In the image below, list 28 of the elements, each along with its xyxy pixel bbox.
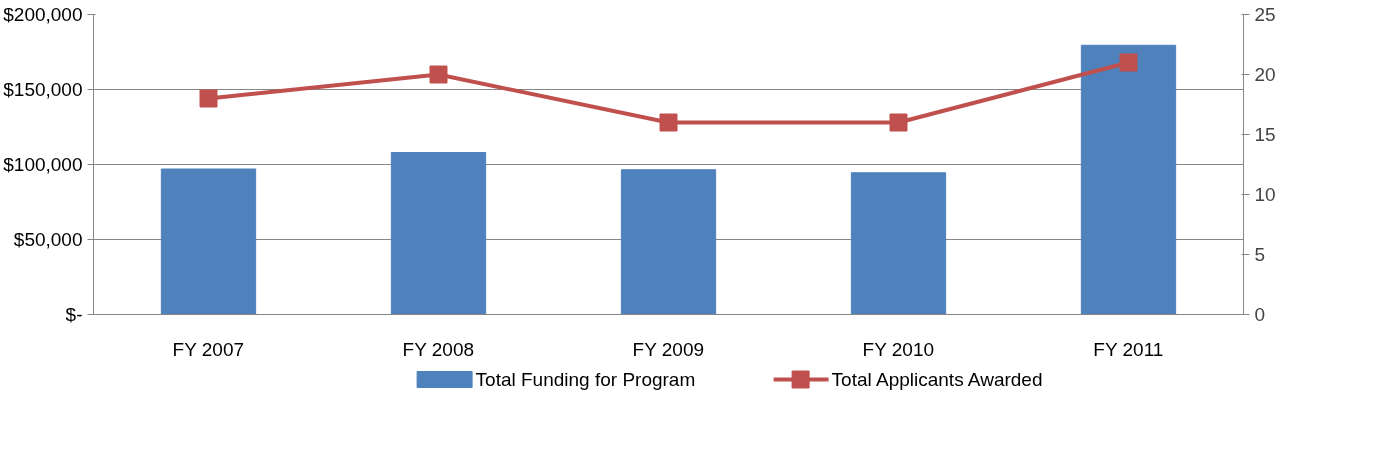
bar — [390, 152, 487, 315]
point — [199, 89, 218, 108]
y2-tick-label: 0 — [1254, 304, 1266, 325]
x-tick-label: FY 2009 — [632, 338, 705, 360]
point — [659, 113, 678, 132]
bar — [620, 169, 717, 315]
y-tick-label: $200,000 — [3, 4, 83, 25]
bar — [850, 172, 947, 315]
y-tick-label: $100,000 — [3, 154, 83, 175]
x-tick-label: FY 2007 — [172, 338, 245, 360]
y2-tick-label: 10 — [1254, 184, 1276, 205]
point — [1119, 53, 1138, 72]
y2-tick-label: 25 — [1254, 4, 1276, 25]
point — [429, 65, 448, 84]
x-tick-label: FY 2008 — [402, 338, 475, 360]
legend-label: Total Applicants Awarded — [831, 369, 1043, 390]
bar — [1080, 44, 1177, 315]
bar — [160, 168, 257, 315]
y-tick-label: $150,000 — [3, 79, 83, 100]
y-tick-label: $- — [65, 304, 83, 325]
y-tick-label: $50,000 — [13, 229, 83, 250]
x-tick-label: FY 2010 — [862, 338, 935, 360]
legend-label: Total Funding for Program — [475, 369, 696, 390]
y2-tick-label: 15 — [1254, 124, 1276, 145]
point — [889, 113, 908, 132]
x-tick-label: FY 2011 — [1093, 338, 1164, 360]
y2-tick-label: 20 — [1254, 64, 1276, 85]
y2-tick-label: 5 — [1254, 244, 1266, 265]
